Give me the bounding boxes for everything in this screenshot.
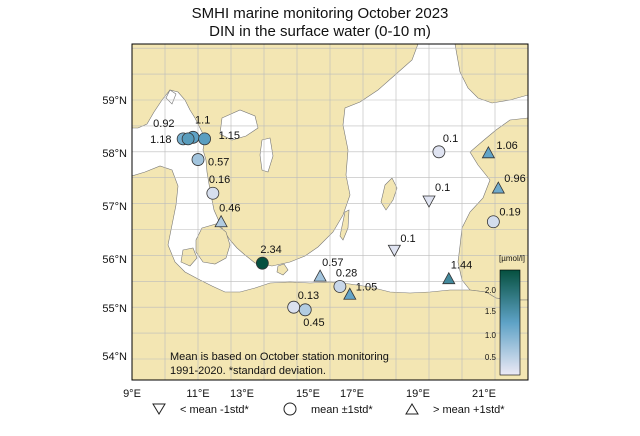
colorbar-tick: 2.0 xyxy=(485,286,497,295)
station-marker-circle xyxy=(255,256,269,270)
station-value-label: 0.1 xyxy=(443,133,458,145)
station-value-label: 1.15 xyxy=(219,130,240,142)
station-marker-circle xyxy=(432,145,446,159)
lake-vattern xyxy=(259,137,274,173)
station-value-label: 0.92 xyxy=(153,118,174,130)
note-line-2: 1991-2020. *standard deviation. xyxy=(170,365,326,377)
scandinavia-land xyxy=(132,44,419,267)
bornholm-island xyxy=(276,263,289,276)
station-marker-triangle-up xyxy=(442,271,456,285)
map-title: SMHI marine monitoring October 2023 xyxy=(191,5,449,22)
legend-label-mean: mean ±1std* xyxy=(311,404,373,416)
graticule xyxy=(132,44,528,380)
station-marker-triangle-up xyxy=(491,181,505,194)
legend-label-above: > mean +1std* xyxy=(433,404,505,416)
map-frame xyxy=(131,43,529,381)
finland-land xyxy=(454,44,528,104)
station-marker-circle xyxy=(181,132,195,146)
station-value-label: 1.44 xyxy=(451,260,472,272)
station-value-label: 0.45 xyxy=(303,317,324,329)
stations-layer: 0.92 1.1 1.18 1.15 0.57 0.16 0.46 2.34 0.13 0.45 0… xyxy=(150,114,526,328)
station-value-label: 2.34 xyxy=(260,244,281,256)
lon-tick: 17°E xyxy=(340,388,364,400)
colorbar-tick: 1.5 xyxy=(485,307,497,316)
station-value-label: 0.57 xyxy=(322,257,343,269)
colorbar: [µmol/l] 2.0 1.5 1.0 0.5 xyxy=(485,254,525,376)
triangle-up-icon xyxy=(405,403,419,415)
station-marker-triangle-down xyxy=(387,244,402,258)
note-line-1: Mean is based on October station monitor… xyxy=(170,351,389,363)
colorbar-ramp xyxy=(499,269,521,376)
station-value-label: 0.1 xyxy=(435,182,450,194)
station-value-label: 0.96 xyxy=(504,173,525,185)
lat-tick: 55°N xyxy=(102,303,127,315)
lon-tick: 9°E xyxy=(123,388,141,400)
station-value-label: 1.18 xyxy=(150,134,171,146)
station-value-label: 0.46 xyxy=(219,203,240,215)
station-value-label: 1.06 xyxy=(496,140,517,152)
station-value-label: 0.57 xyxy=(208,157,229,169)
lon-tick: 19°E xyxy=(406,388,430,400)
station-value-label: 0.16 xyxy=(209,174,230,186)
station-marker-triangle-down xyxy=(422,195,436,208)
station-value-label: 0.28 xyxy=(336,267,357,279)
funen-island xyxy=(180,247,198,267)
colorbar-tick: 0.5 xyxy=(485,353,497,362)
station-marker-circle xyxy=(206,186,220,200)
map-subtitle: DIN in the surface water (0-10 m) xyxy=(209,23,431,40)
station-marker-circle xyxy=(298,303,312,317)
zealand-island xyxy=(195,223,231,265)
lat-tick: 56°N xyxy=(102,254,127,266)
station-marker-triangle-up xyxy=(214,214,228,228)
oland-island xyxy=(339,209,350,241)
lat-tick: 59°N xyxy=(102,95,127,107)
lon-tick: 13°E xyxy=(230,388,254,400)
station-value-label: 0.19 xyxy=(499,207,520,219)
lat-tick: 58°N xyxy=(102,148,127,160)
triangle-down-icon xyxy=(152,403,166,415)
station-value-label: 1.05 xyxy=(356,281,377,293)
station-marker-triangle-up xyxy=(313,269,327,282)
colorbar-tick: 1.0 xyxy=(485,331,497,340)
symbol-legend: < mean -1std* mean ±1std* > mean +1std* xyxy=(152,402,505,416)
station-value-label: 1.1 xyxy=(195,114,210,126)
lon-tick: 21°E xyxy=(472,388,496,400)
lon-tick: 11°E xyxy=(186,388,209,400)
colorbar-unit: [µmol/l] xyxy=(499,254,525,263)
lat-tick: 54°N xyxy=(102,351,127,363)
station-marker-circle xyxy=(287,300,301,314)
legend-label-below: < mean -1std* xyxy=(180,404,250,416)
lon-tick: 15°E xyxy=(296,388,320,400)
station-value-label: 0.13 xyxy=(298,290,319,302)
latitude-ticks: 59°N 58°N 57°N 56°N 55°N 54°N xyxy=(102,95,127,363)
station-marker-circle xyxy=(198,132,212,146)
station-marker-triangle-up xyxy=(343,287,357,300)
station-marker-circle xyxy=(486,215,500,229)
oslofjord xyxy=(165,89,177,105)
station-value-label: 0.1 xyxy=(400,233,415,245)
station-marker-circle xyxy=(333,280,347,293)
station-marker-triangle-up xyxy=(481,146,496,159)
longitude-ticks: 9°E 11°E 13°E 15°E 17°E 19°E 21°E xyxy=(123,388,496,400)
lat-tick: 57°N xyxy=(102,201,127,213)
lake-vanern xyxy=(219,109,259,141)
station-marker-circle xyxy=(191,153,205,166)
circle-icon xyxy=(283,402,297,416)
